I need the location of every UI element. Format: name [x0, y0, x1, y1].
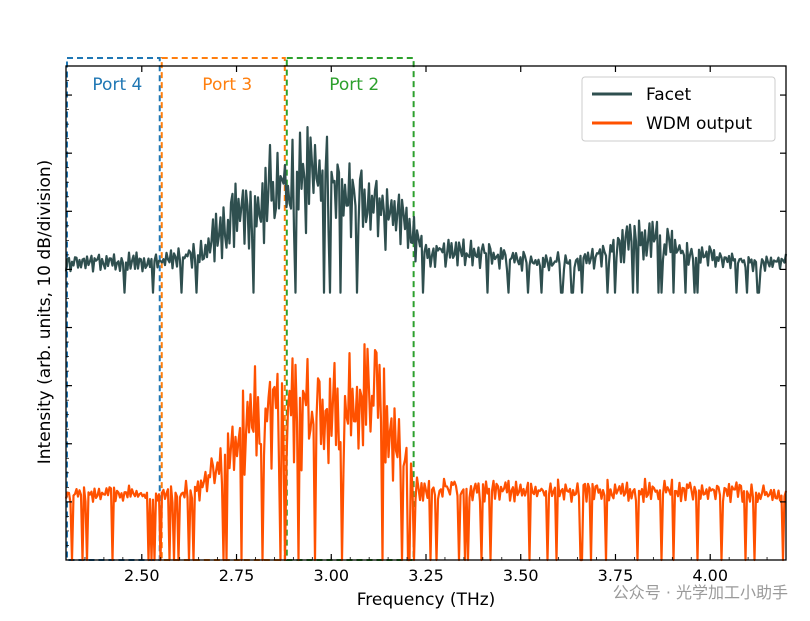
- x-tick-label: 3.25: [408, 566, 444, 585]
- y-axis-label: Intensity (arb. units, 10 dB/division): [35, 160, 55, 465]
- x-axis-label: Frequency (THz): [357, 590, 496, 610]
- series-line-facet: [64, 126, 788, 294]
- port-region-1: [66, 57, 161, 561]
- legend: Facet WDM output: [581, 76, 776, 142]
- x-tick-label: 3.50: [503, 566, 539, 585]
- x-tick-label: 4.00: [692, 566, 728, 585]
- legend-entry: WDM output: [646, 114, 752, 134]
- legend-entry: Facet: [646, 85, 691, 105]
- x-tick-label: 2.50: [124, 566, 160, 585]
- axes: 2.50 2.75 3.00 3.25 3.50 3.75 4.00: [65, 65, 787, 585]
- x-tick-label: 3.00: [313, 566, 349, 585]
- plot-area: [64, 126, 788, 562]
- x-tick-label: 2.75: [219, 566, 255, 585]
- watermark: 公众号 · 光学加工小助手: [612, 583, 788, 602]
- port-label: Port 3: [202, 75, 252, 95]
- x-tick-label: 3.75: [598, 566, 634, 585]
- port-region-3: [285, 57, 415, 561]
- port-region-2: [160, 57, 286, 561]
- series-line-wdm-output: [64, 343, 788, 562]
- port-label: Port 4: [92, 75, 142, 95]
- port-label: Port 2: [329, 75, 379, 95]
